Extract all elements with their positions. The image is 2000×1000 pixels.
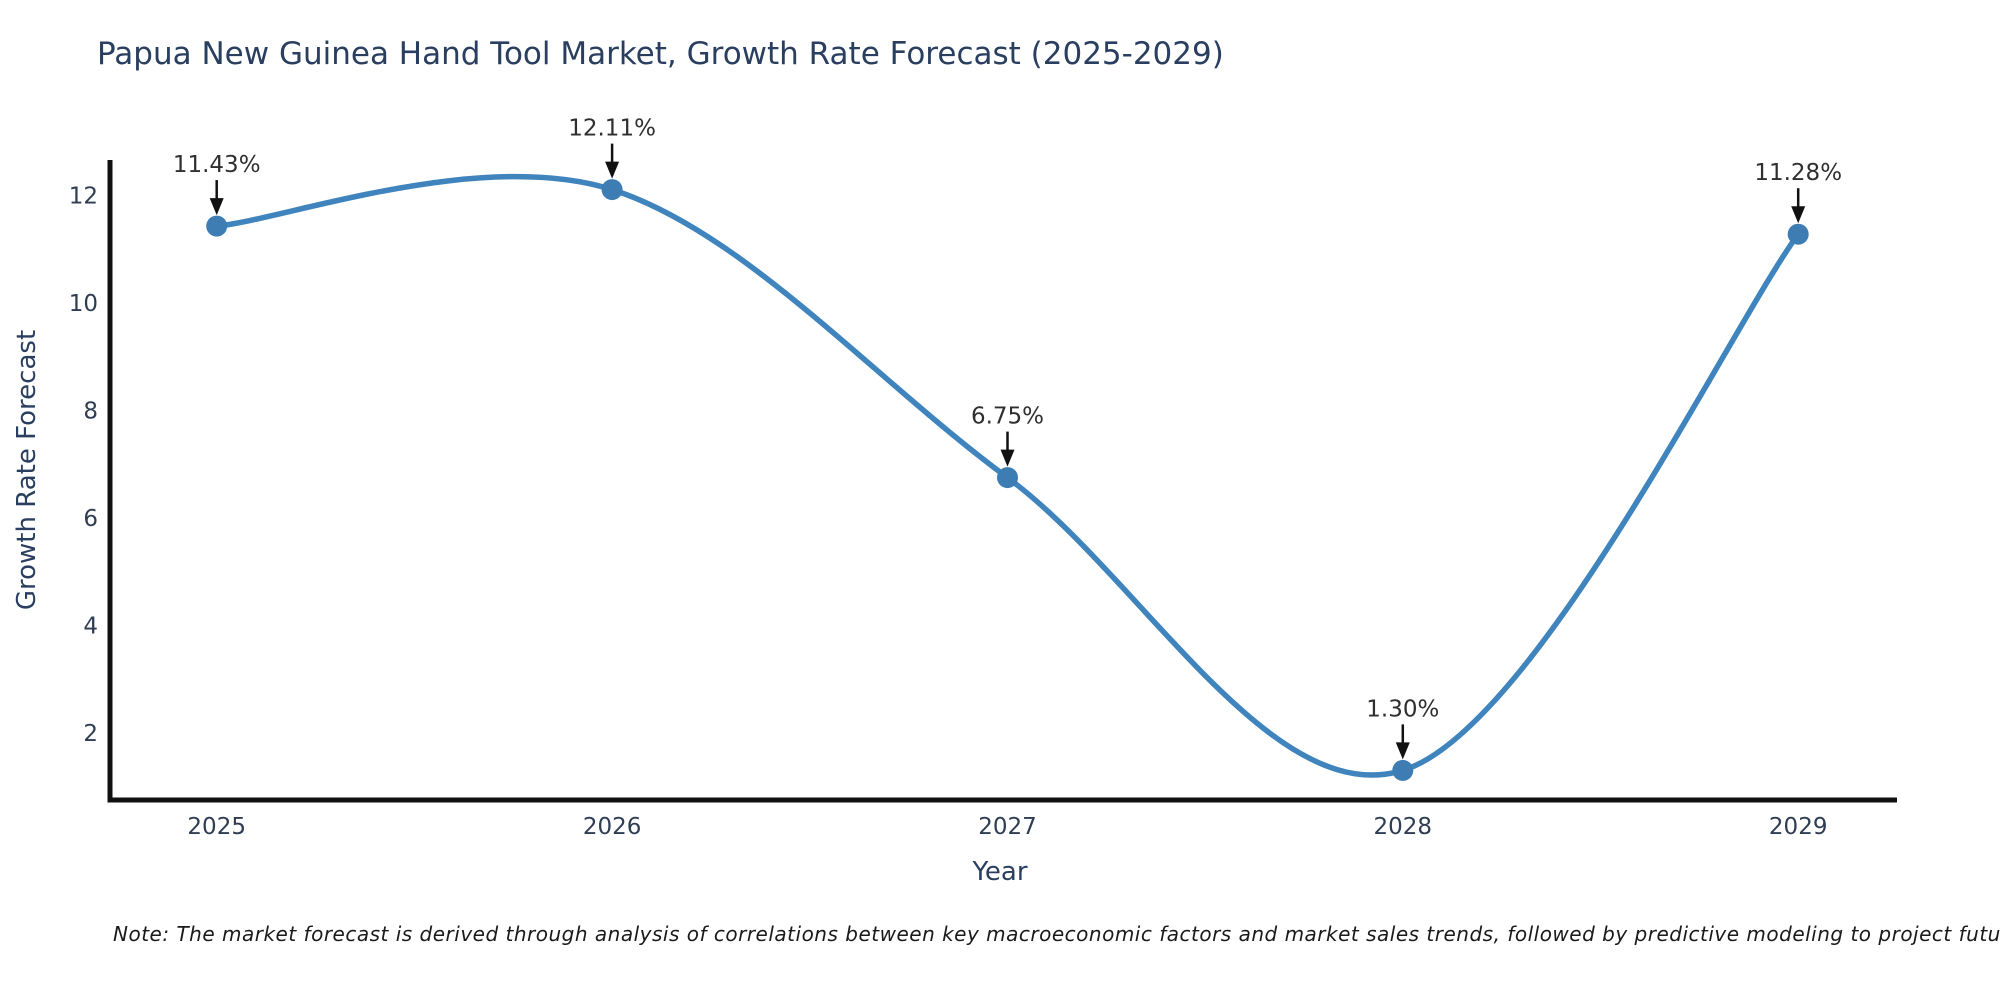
point-value-label: 6.75% <box>971 404 1044 430</box>
axis-spines <box>107 160 1897 803</box>
x-tick-label: 2026 <box>583 814 642 840</box>
y-axis-title: Growth Rate Forecast <box>12 329 42 611</box>
data-point-marker <box>601 179 623 201</box>
y-tick-label: 6 <box>83 506 98 532</box>
x-axis-title: Year <box>972 857 1028 887</box>
x-tick-label: 2028 <box>1374 814 1433 840</box>
annotation-arrowhead-icon <box>605 161 620 179</box>
y-tick-label: 4 <box>83 613 98 639</box>
annotation-arrowhead-icon <box>1395 742 1410 760</box>
point-value-label: 12.11% <box>568 116 656 142</box>
annotation-arrowhead-icon <box>1791 206 1806 224</box>
y-tick-label: 8 <box>83 398 98 424</box>
point-value-label: 1.30% <box>1366 696 1439 722</box>
y-tick-label: 2 <box>83 721 98 747</box>
annotation-arrowhead-icon <box>209 198 224 216</box>
point-value-label: 11.43% <box>173 152 261 178</box>
data-point-marker <box>1787 223 1809 245</box>
data-point-marker <box>997 467 1018 489</box>
x-tick-label: 2025 <box>187 814 246 840</box>
point-value-label: 11.28% <box>1754 160 1842 186</box>
data-point-marker <box>1392 759 1414 781</box>
forecast-line <box>213 173 1801 778</box>
annotation-arrowhead-icon <box>1000 449 1015 467</box>
chart-title: Papua New Guinea Hand Tool Market, Growt… <box>97 36 1224 72</box>
data-point-marker <box>206 215 228 237</box>
footnote: Note: The market forecast is derived thr… <box>113 922 2000 946</box>
y-tick-label: 10 <box>69 291 98 317</box>
x-tick-label: 2029 <box>1769 814 1828 840</box>
x-tick-label: 2027 <box>978 814 1037 840</box>
y-tick-label: 12 <box>69 183 98 209</box>
